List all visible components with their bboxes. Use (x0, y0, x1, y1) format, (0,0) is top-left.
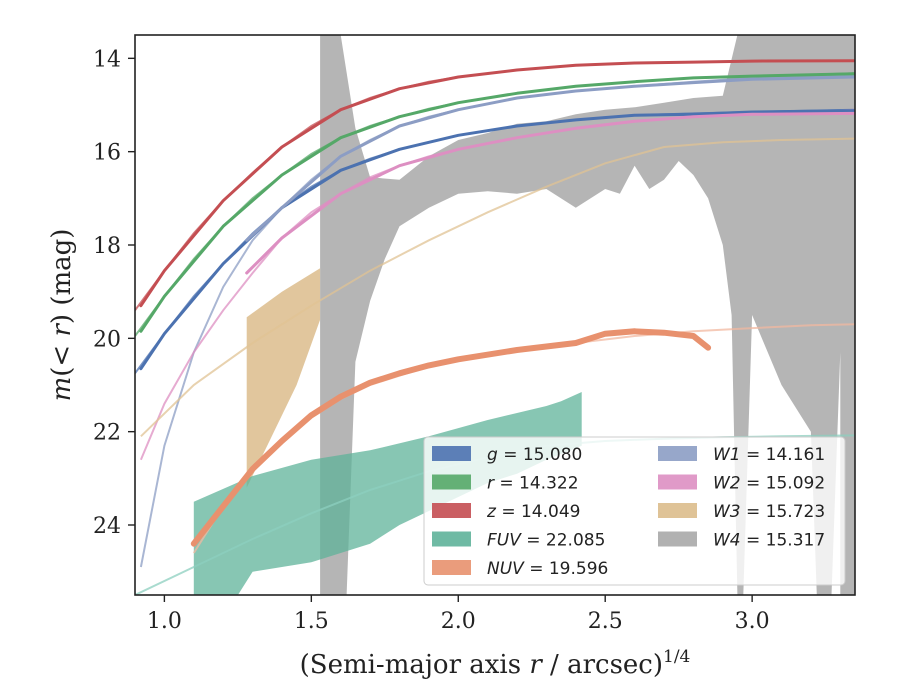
legend-label-r: r = 14.322 (487, 474, 579, 494)
legend-swatch-w1 (658, 446, 697, 461)
legend-box (423, 436, 846, 586)
y-axis-label-m: m (47, 377, 77, 402)
legend-label-w1: W1 = 14.161 (713, 445, 825, 465)
legend-swatch-z (432, 503, 471, 518)
legend: g = 15.080 r = 14.322 z = 14.049 FUV = 22.0… (423, 436, 846, 586)
y-tick-label: 16 (93, 141, 121, 166)
x-tick-label: 1.5 (294, 609, 329, 634)
measured-curve-w2 (245, 111, 855, 275)
y-tick-label: 20 (93, 327, 121, 352)
band-w3 (246, 268, 321, 488)
legend-label-nuv: NUV = 19.596 (487, 559, 608, 579)
x-axis-label-main: (Semi-major axis (300, 650, 530, 680)
y-axis-label-unit: ) (mag) (47, 229, 77, 325)
y-axis-label-rest: (< (47, 337, 77, 377)
y-tick-label: 14 (93, 47, 121, 72)
x-axis-label-var: r (529, 650, 543, 680)
plot-frame (134, 34, 856, 596)
x-tick-label: 3.0 (735, 609, 770, 634)
legend-swatch-w4 (658, 531, 697, 547)
legend-label-g: g = 15.080 (487, 445, 582, 465)
x-axis-ticks: 1.0 1.5 2.0 2.5 3.0 (147, 595, 770, 634)
legend-swatch-w3 (658, 503, 697, 518)
measured-curve-nuv (190, 328, 712, 547)
measured-curves (139, 59, 855, 547)
legend-swatch-fuv (432, 531, 471, 547)
legend-label-w2: W2 = 15.092 (713, 474, 825, 494)
legend-label-z: z = 14.049 (486, 502, 580, 522)
y-axis-label-var: r (47, 323, 77, 337)
x-tick-label: 2.5 (588, 609, 623, 634)
model-curve-w3 (140, 137, 855, 438)
x-tick-label: 2.0 (441, 609, 476, 634)
y-axis-ticks: 14 16 18 20 22 24 (93, 47, 135, 539)
y-tick-label: 24 (93, 514, 121, 539)
measured-curve-w1 (245, 75, 855, 242)
legend-label-w3: W3 = 15.723 (713, 502, 825, 522)
legend-label-w4: W4 = 15.317 (713, 531, 825, 551)
legend-swatch-g (432, 446, 471, 461)
legend-swatch-r (432, 474, 471, 490)
measured-curve-r (139, 72, 855, 333)
x-axis-label-rest: / arcsec) (542, 650, 663, 680)
legend-swatch-w2 (658, 474, 697, 490)
x-axis-label: (Semi-major axis r / arcsec)1/4 (300, 647, 691, 680)
measured-curve-g (139, 109, 855, 371)
band-w4 (320, 35, 855, 595)
y-axis-label: m(< r) (mag) (47, 229, 77, 402)
x-axis-label-sup: 1/4 (663, 647, 690, 667)
x-tick-label: 1.0 (147, 609, 182, 634)
legend-label-fuv: FUV = 22.085 (487, 531, 605, 551)
y-tick-label: 18 (93, 234, 121, 259)
measured-curve-z (139, 59, 855, 308)
legend-swatch-nuv (432, 560, 471, 575)
y-tick-label: 22 (93, 421, 121, 446)
